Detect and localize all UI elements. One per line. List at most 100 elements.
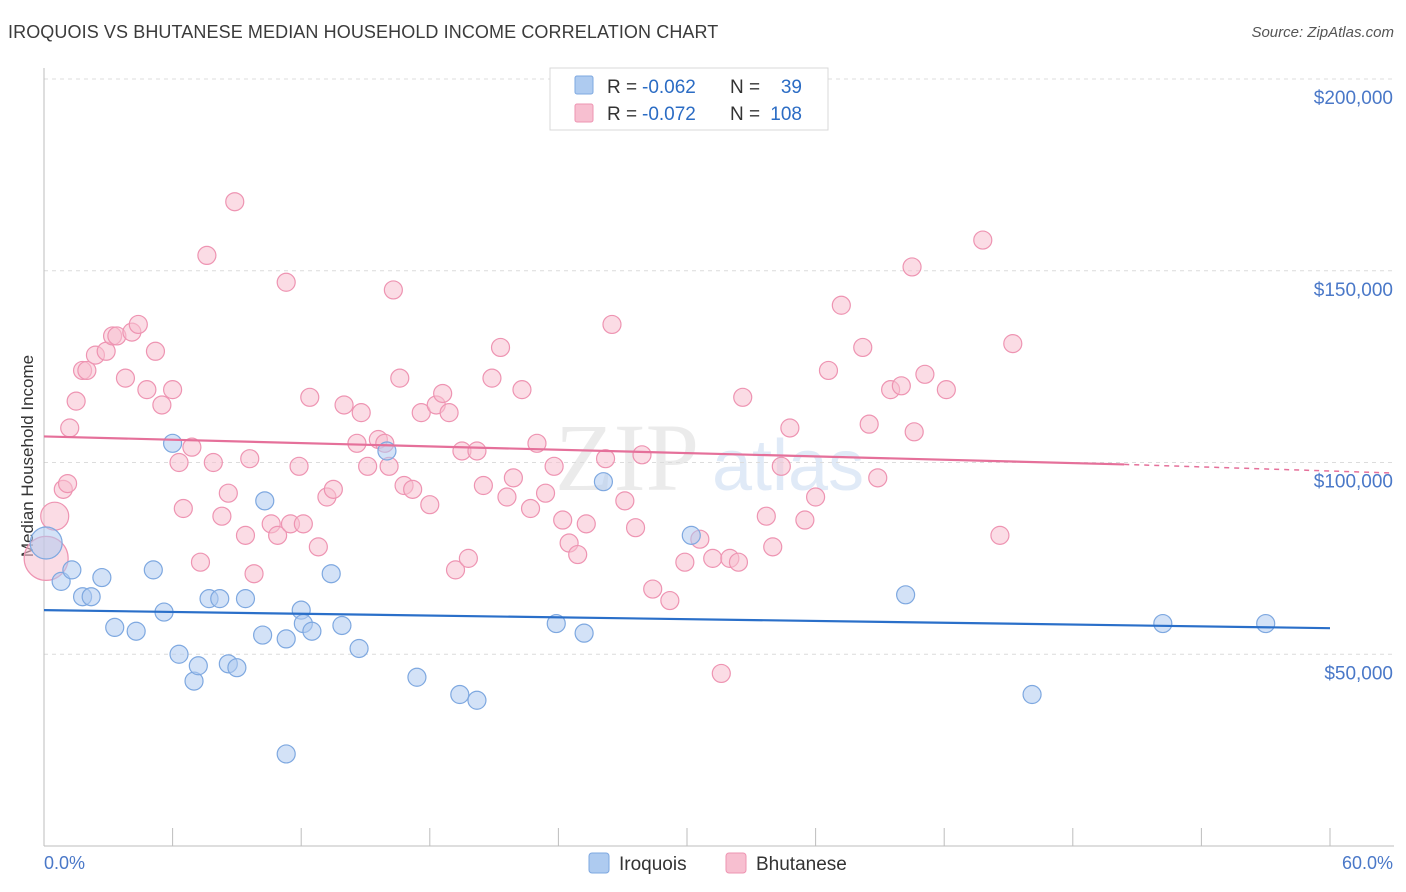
bhutanese-point — [615, 491, 635, 511]
bhutanese-point — [527, 433, 547, 453]
bhutanese-point — [128, 314, 148, 335]
bottom-legend-label-bhutanese: Bhutanese — [756, 854, 847, 875]
bhutanese-point — [77, 360, 97, 381]
bhutanese-point — [240, 449, 260, 469]
y-tick-labels: $50,000 $100,000 $150,000 $200,000 — [1314, 88, 1393, 684]
bhutanese-point — [497, 487, 517, 507]
bhutanese-point — [595, 449, 616, 469]
legend-swatch-bhutanese — [574, 103, 594, 123]
bhutanese-point — [859, 414, 879, 434]
iroquois-point — [349, 638, 369, 659]
bhutanese-point — [602, 314, 622, 335]
bhutanese-point — [520, 498, 541, 519]
bhutanese-point — [300, 387, 320, 407]
bhutanese-point — [544, 456, 564, 476]
bhutanese-point — [780, 418, 800, 438]
y-tick-label: $200,000 — [1314, 88, 1393, 109]
y-axis-title: Median Household Income — [18, 355, 37, 557]
bhutanese-point — [445, 560, 466, 580]
bhutanese-point — [244, 564, 264, 584]
iroquois-point — [467, 690, 487, 710]
x-tick-label-0: 0.0% — [44, 853, 85, 873]
iroquois-point — [188, 656, 208, 676]
bhutanese-point — [490, 337, 511, 358]
bhutanese-point — [268, 525, 288, 545]
iroquois-point — [407, 667, 427, 687]
bhutanese-point — [643, 579, 663, 599]
iroquois-point — [62, 560, 82, 580]
bhutanese-point — [733, 387, 753, 407]
iroquois-point — [450, 684, 470, 705]
iroquois-point — [1153, 613, 1173, 634]
bhutanese-point — [473, 475, 493, 496]
bhutanese-point — [403, 479, 423, 499]
bhutanese-point — [973, 230, 993, 250]
bhutanese-point — [902, 257, 922, 277]
bhutanese-point — [173, 498, 193, 519]
iroquois-points — [29, 433, 1276, 764]
bhutanese-point — [868, 468, 888, 488]
bottom-legend-label-iroquois: Iroquois — [619, 854, 687, 875]
correlation-legend: R = -0.062 N = 39 R = -0.072 N = 108 — [549, 67, 829, 131]
legend-r-label-bhutanese: R = — [607, 104, 637, 125]
bottom-legend-swatch-iroquois — [588, 852, 610, 874]
legend-r-value-bhutanese: -0.072 — [642, 104, 696, 125]
bhutanese-point — [163, 380, 183, 400]
bhutanese-point — [795, 510, 815, 530]
iroquois-trend-line — [43, 609, 1331, 630]
legend-n-value-iroquois: 39 — [781, 77, 802, 98]
bhutanese-point — [137, 380, 157, 400]
bhutanese-point — [433, 383, 453, 404]
iroquois-point — [163, 433, 183, 453]
iroquois-point — [321, 564, 341, 584]
iroquois-point — [81, 587, 101, 607]
bhutanese-point — [235, 525, 256, 545]
bhutanese-point — [115, 368, 136, 388]
bhutanese-point — [535, 483, 556, 503]
iroquois-point — [255, 491, 275, 511]
iroquois-point — [896, 585, 916, 605]
iroquois-point — [253, 625, 273, 645]
bhutanese-point — [632, 445, 652, 465]
iroquois-point — [1022, 684, 1042, 705]
bhutanese-point — [512, 380, 532, 400]
bhutanese-point — [675, 552, 695, 572]
bhutanese-point — [145, 341, 166, 361]
bhutanese-point — [756, 506, 776, 526]
bhutanese-point — [568, 544, 588, 565]
bhutanese-point — [503, 468, 523, 488]
legend-r-value-iroquois: -0.062 — [642, 77, 696, 98]
bhutanese-trend-extension — [1124, 463, 1391, 474]
bhutanese-point — [439, 403, 459, 423]
bhutanese-points — [23, 192, 1023, 684]
bhutanese-point — [225, 192, 245, 212]
bhutanese-point — [625, 518, 646, 538]
source-label: Source: ZipAtlas.com — [1251, 24, 1394, 41]
bhutanese-trend-line — [43, 435, 1125, 466]
bhutanese-point — [323, 479, 343, 499]
bhutanese-point — [660, 590, 680, 611]
bhutanese-point — [805, 487, 826, 507]
y-tick-label: $50,000 — [1324, 663, 1393, 684]
chart-title: IROQUOIS VS BHUTANESE MEDIAN HOUSEHOLD I… — [8, 22, 719, 42]
bhutanese-point — [66, 391, 86, 411]
iroquois-point — [92, 567, 112, 588]
iroquois-point — [1256, 613, 1276, 634]
bhutanese-point — [293, 514, 313, 534]
bhutanese-point — [1003, 334, 1023, 354]
iroquois-point — [546, 613, 566, 634]
bhutanese-point — [308, 537, 328, 557]
bhutanese-point — [915, 364, 935, 384]
iroquois-point — [235, 589, 256, 609]
x-ticks — [43, 828, 1331, 846]
bhutanese-point — [182, 437, 202, 457]
bhutanese-point — [482, 368, 502, 388]
bottom-legend-swatch-bhutanese — [725, 852, 747, 874]
bhutanese-point — [334, 395, 354, 415]
legend-n-label-bhutanese: N = — [730, 104, 760, 125]
bhutanese-point — [904, 422, 924, 442]
iroquois-point — [227, 658, 247, 678]
legend-box — [549, 67, 829, 131]
iroquois-point — [126, 621, 146, 641]
iroquois-point — [276, 629, 296, 649]
